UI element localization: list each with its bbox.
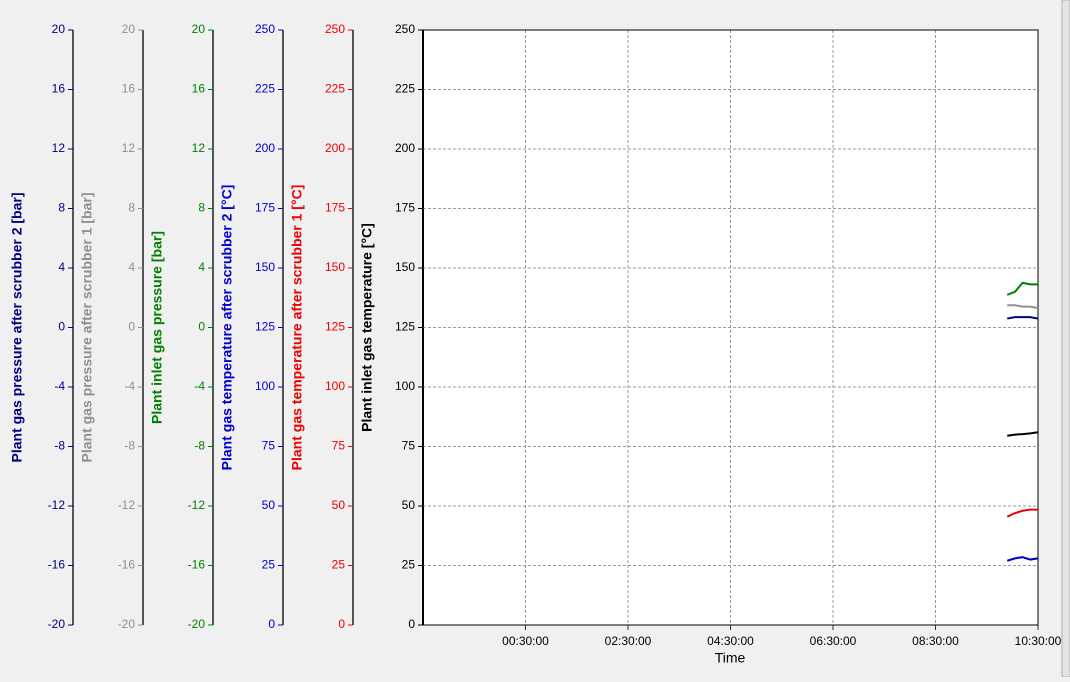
- x-tick-label: 02:30:00: [605, 634, 652, 648]
- x-tick-label: 06:30:00: [810, 634, 857, 648]
- y-tick-label: -16: [118, 558, 136, 572]
- y-tick-label: -8: [54, 439, 65, 453]
- y-tick-label: -8: [124, 439, 135, 453]
- y-axis-title: Plant inlet gas temperature [°C]: [359, 223, 375, 432]
- y-tick-label: 75: [332, 439, 346, 453]
- x-tick-label: 08:30:00: [912, 634, 959, 648]
- y-tick-label: 200: [395, 141, 415, 155]
- y-tick-label: -20: [48, 617, 66, 631]
- series-line: [1006, 556, 1039, 562]
- y-tick-label: 0: [128, 320, 135, 334]
- y-tick-label: 225: [395, 82, 415, 96]
- y-tick-label: -4: [194, 379, 205, 393]
- y-tick-label: 0: [268, 617, 275, 631]
- plot-border: [422, 29, 1039, 626]
- y-tick-label: 16: [122, 82, 136, 96]
- y-tick-label: 250: [255, 22, 275, 36]
- y-tick-label: 20: [192, 22, 206, 36]
- y-tick-label: 125: [325, 320, 345, 334]
- y-tick-label: 75: [262, 439, 276, 453]
- y-axis-title: Plant inlet gas pressure [bar]: [149, 231, 165, 424]
- y-tick-label: 50: [262, 498, 276, 512]
- y-tick-label: 175: [325, 201, 345, 215]
- y-tick-label: 225: [325, 82, 345, 96]
- y-tick-label: -20: [188, 617, 206, 631]
- y-tick-label: -12: [188, 498, 206, 512]
- x-tick-label: 10:30:00: [1015, 634, 1062, 648]
- y-tick-label: -16: [188, 558, 206, 572]
- y-tick-label: -16: [48, 558, 66, 572]
- y-tick-label: 50: [402, 498, 416, 512]
- y-axis-title: Plant gas pressure after scrubber 2 [bar…: [9, 193, 25, 463]
- y-tick-label: 50: [332, 498, 346, 512]
- y-tick-label: 25: [262, 558, 276, 572]
- y-tick-label: 150: [255, 260, 275, 274]
- y-tick-label: 8: [58, 201, 65, 215]
- y-tick-label: 12: [122, 141, 136, 155]
- y-tick-label: -12: [118, 498, 136, 512]
- y-axis-title: Plant gas temperature after scrubber 2 […: [219, 185, 235, 471]
- y-tick-label: 12: [52, 141, 66, 155]
- series-line: [1007, 316, 1039, 320]
- y-tick-label: 125: [395, 320, 415, 334]
- y-tick-label: 175: [255, 201, 275, 215]
- y-tick-label: 100: [325, 379, 345, 393]
- y-tick-label: 20: [122, 22, 136, 36]
- y-tick-label: -8: [194, 439, 205, 453]
- x-axis-title: Time: [715, 650, 746, 666]
- y-tick-label: 4: [198, 260, 205, 274]
- series-line: [1006, 281, 1038, 296]
- y-axis-title: Plant gas temperature after scrubber 1 […: [289, 185, 305, 471]
- y-tick-label: 8: [198, 201, 205, 215]
- series-line: [1007, 304, 1039, 310]
- y-tick-label: 16: [192, 82, 206, 96]
- y-tick-label: 0: [338, 617, 345, 631]
- x-tick-label: 04:30:00: [707, 634, 754, 648]
- x-tick-label: 00:30:00: [502, 634, 549, 648]
- y-tick-label: 0: [408, 617, 415, 631]
- y-tick-label: -4: [54, 379, 65, 393]
- y-tick-label: 12: [192, 141, 206, 155]
- y-tick-label: 150: [395, 260, 415, 274]
- y-tick-label: 250: [395, 22, 415, 36]
- y-tick-label: 125: [255, 320, 275, 334]
- y-tick-label: 20: [52, 22, 66, 36]
- y-tick-label: 25: [332, 558, 346, 572]
- y-tick-label: -4: [124, 379, 135, 393]
- y-tick-label: 225: [255, 82, 275, 96]
- y-axis-title: Plant gas pressure after scrubber 1 [bar…: [79, 193, 95, 463]
- series-line: [1006, 508, 1038, 518]
- y-tick-label: 4: [128, 260, 135, 274]
- y-tick-label: 75: [402, 439, 416, 453]
- y-tick-label: -12: [48, 498, 66, 512]
- y-tick-label: 4: [58, 260, 65, 274]
- y-tick-label: 200: [255, 141, 275, 155]
- y-tick-label: 250: [325, 22, 345, 36]
- y-tick-label: 175: [395, 201, 415, 215]
- series-line: [1007, 431, 1039, 437]
- y-tick-label: 16: [52, 82, 66, 96]
- y-tick-label: 8: [128, 201, 135, 215]
- y-tick-label: 150: [325, 260, 345, 274]
- y-tick-label: 100: [255, 379, 275, 393]
- side-panel: [1061, 0, 1070, 678]
- y-tick-label: 200: [325, 141, 345, 155]
- y-tick-label: 0: [58, 320, 65, 334]
- y-tick-label: -20: [118, 617, 136, 631]
- y-tick-label: 25: [402, 558, 416, 572]
- y-tick-label: 0: [198, 320, 205, 334]
- y-tick-label: 100: [395, 379, 415, 393]
